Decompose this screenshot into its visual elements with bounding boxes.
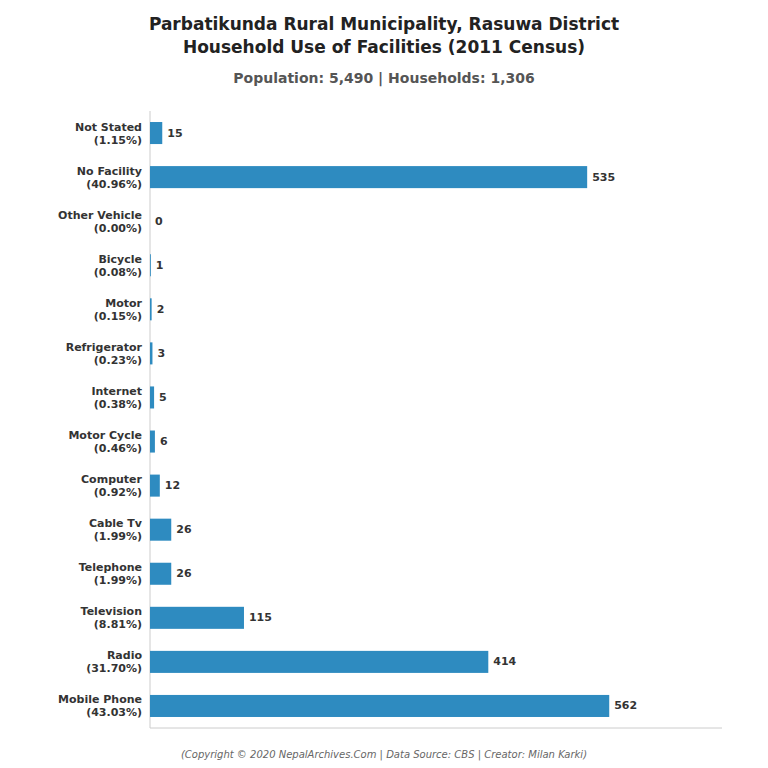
category-label-line: (0.38%) [94, 397, 142, 410]
title: Parbatikunda Rural Municipality, Rasuwa … [149, 14, 619, 57]
category-label: Bicycle(0.08%) [94, 252, 142, 278]
category-label: No Facility(40.96%) [77, 164, 142, 190]
data-label: 414 [493, 655, 516, 668]
category-label-line: Motor [105, 296, 142, 309]
category-label-line: Computer [81, 473, 143, 486]
bar [150, 475, 160, 497]
data-label: 535 [592, 171, 615, 184]
data-label: 26 [176, 523, 192, 536]
category-label-line: (1.15%) [94, 133, 142, 146]
category-label-line: Other Vehicle [58, 208, 142, 221]
category-label: Telephone(1.99%) [79, 561, 142, 587]
bar [150, 342, 152, 364]
category-label: Cable Tv(1.99%) [89, 517, 143, 543]
category-label: Television(8.81%) [81, 605, 142, 631]
category-label-line: (0.15%) [94, 309, 142, 322]
bar [150, 166, 587, 188]
category-label-line: Television [81, 605, 142, 618]
category-label: Motor(0.15%) [94, 296, 143, 322]
bar [150, 519, 171, 541]
category-label: Mobile Phone(43.03%) [58, 693, 142, 719]
bar [150, 122, 162, 144]
subtitle: Population: 5,490 | Households: 1,306 [233, 70, 534, 87]
x-axis-line [150, 728, 722, 729]
category-label-line: (1.99%) [94, 574, 142, 587]
category-label-line: No Facility [77, 164, 142, 177]
bars [150, 122, 609, 717]
category-label-line: (0.00%) [94, 221, 142, 234]
data-label: 0 [155, 215, 163, 228]
bar [150, 210, 151, 232]
bar [150, 386, 154, 408]
category-label-line: (0.46%) [94, 442, 142, 455]
y-axis-line [150, 111, 151, 728]
category-label-line: Telephone [79, 561, 142, 574]
bar [150, 431, 155, 453]
bar [150, 695, 609, 717]
category-label: Refrigerator(0.23%) [66, 340, 143, 366]
category-label-line: Internet [91, 384, 142, 397]
category-label-line: Refrigerator [66, 340, 143, 353]
category-label: Computer(0.92%) [81, 473, 143, 499]
category-label-line: (43.03%) [86, 706, 142, 719]
labels: 15Not Stated(1.15%)535No Facility(40.96%… [58, 120, 637, 719]
bar [150, 254, 151, 276]
bar [150, 651, 488, 673]
category-label-line: (31.70%) [86, 662, 142, 675]
category-label: Motor Cycle(0.46%) [68, 429, 142, 455]
category-label-line: Cable Tv [89, 517, 143, 530]
category-label-line: (0.08%) [94, 265, 142, 278]
category-label-line: Motor Cycle [68, 429, 142, 442]
data-label: 5 [159, 391, 167, 404]
category-label-line: (1.99%) [94, 530, 142, 543]
bar [150, 298, 152, 320]
category-label-line: Radio [107, 649, 143, 662]
category-label: Other Vehicle(0.00%) [58, 208, 142, 234]
category-label-line: Not Stated [75, 120, 142, 133]
bar [150, 563, 171, 585]
data-label: 115 [249, 611, 272, 624]
category-label-line: Mobile Phone [58, 693, 142, 706]
category-label-line: (0.92%) [94, 486, 142, 499]
data-label: 3 [157, 347, 165, 360]
data-label: 26 [176, 567, 192, 580]
chart: Parbatikunda Rural Municipality, Rasuwa … [0, 0, 768, 768]
data-label: 562 [614, 699, 637, 712]
category-label-line: (0.23%) [94, 353, 142, 366]
category-label-line: (8.81%) [94, 618, 142, 631]
footer: (Copyright © 2020 NepalArchives.Com | Da… [181, 749, 587, 761]
title-line: Household Use of Facilities (2011 Census… [183, 37, 585, 57]
title-line: Parbatikunda Rural Municipality, Rasuwa … [149, 14, 619, 34]
category-label: Not Stated(1.15%) [75, 120, 142, 146]
data-label: 12 [165, 479, 180, 492]
data-label: 2 [157, 303, 165, 316]
category-label: Radio(31.70%) [86, 649, 142, 675]
data-label: 1 [156, 259, 164, 272]
category-label-line: Bicycle [98, 252, 142, 265]
data-label: 6 [160, 435, 168, 448]
data-label: 15 [167, 127, 182, 140]
category-label: Internet(0.38%) [91, 384, 142, 410]
page: {"chart_data": { "type": "bar", "orienta… [0, 0, 768, 768]
bar [150, 607, 244, 629]
category-label-line: (40.96%) [86, 177, 142, 190]
